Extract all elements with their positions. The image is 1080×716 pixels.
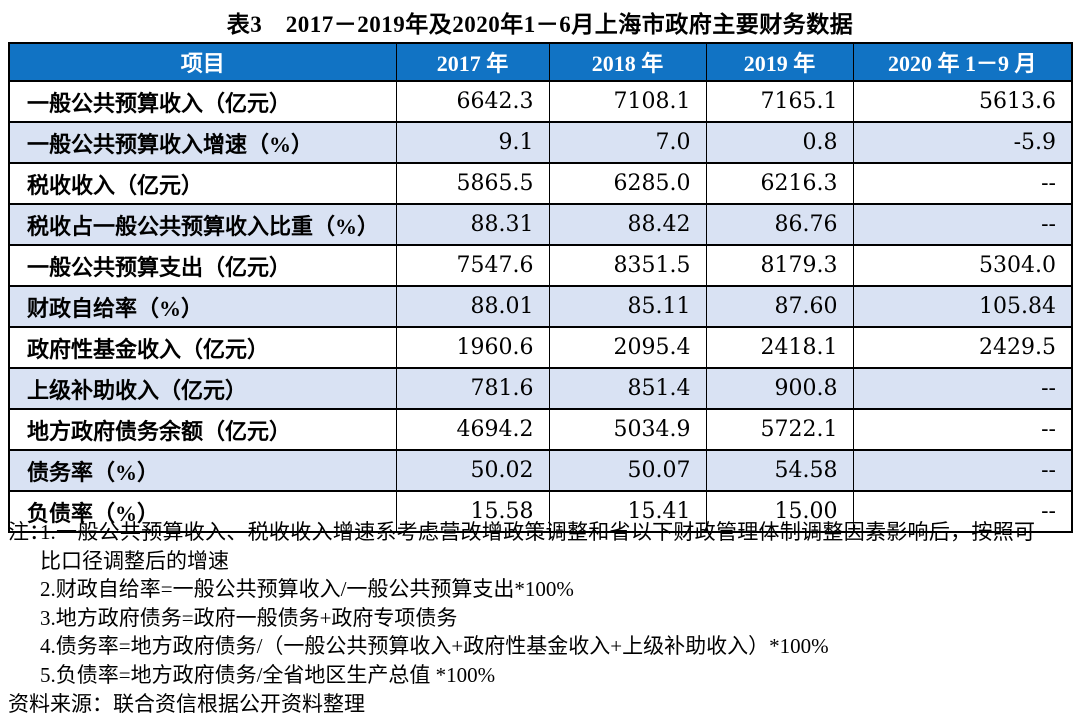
row-label: 一般公共预算收入（亿元） — [8, 80, 397, 123]
financial-data-table: 项目 2017 年 2018 年 2019 年 2020 年 1－9 月 一般公… — [8, 42, 1073, 533]
cell-value: -5.9 — [852, 121, 1073, 164]
row-label: 税收占一般公共预算收入比重（%） — [8, 203, 397, 246]
cell-value: 2429.5 — [852, 326, 1073, 369]
cell-value: -- — [852, 367, 1073, 410]
table-row: 上级补助收入（亿元） 781.6 851.4 900.8 -- — [8, 367, 1073, 410]
table-row: 财政自给率（%） 88.01 85.11 87.60 105.84 — [8, 285, 1073, 328]
cell-value: 5034.9 — [548, 408, 707, 451]
header-row: 项目 2017 年 2018 年 2019 年 2020 年 1－9 月 — [8, 42, 1073, 82]
note-item-4: 4.债务率=地方政府债务/（一般公共预算收入+政府性基金收入+上级补助收入）*1… — [40, 634, 829, 659]
column-header-item: 项目 — [8, 42, 397, 82]
table-row: 负债率（%） 15.58 15.41 15.00 -- — [8, 490, 1073, 533]
cell-value: 88.31 — [395, 203, 550, 246]
row-label: 地方政府债务余额（亿元） — [8, 408, 397, 451]
cell-value: 900.8 — [705, 367, 854, 410]
cell-value: 8179.3 — [705, 244, 854, 287]
notes-body: 注： 1.一般公共预算收入、税收收入增速系考虑营改增政策调整和省以下财政管理体制… — [8, 518, 1035, 690]
row-label: 债务率（%） — [8, 449, 397, 492]
note-item-3: 3.地方政府债务=政府一般债务+政府专项债务 — [40, 605, 458, 630]
cell-value: 7547.6 — [395, 244, 550, 287]
cell-value: 7165.1 — [705, 80, 854, 123]
cell-value: 15.58 — [395, 490, 550, 533]
note-item-2: 2.财政自给率=一般公共预算收入/一般公共预算支出*100% — [40, 577, 574, 602]
footnotes: 注： 1.一般公共预算收入、税收收入增速系考虑营改增政策调整和省以下财政管理体制… — [8, 518, 1068, 716]
cell-value: 7.0 — [548, 121, 707, 164]
table-body: 一般公共预算收入（亿元） 6642.3 7108.1 7165.1 5613.6 一般公共… — [8, 80, 1073, 533]
table-row: 税收收入（亿元） 5865.5 6285.0 6216.3 -- — [8, 162, 1073, 205]
table-row: 政府性基金收入（亿元） 1960.6 2095.4 2418.1 2429.5 — [8, 326, 1073, 369]
cell-value: 2418.1 — [705, 326, 854, 369]
table-row: 一般公共预算收入增速（%） 9.1 7.0 0.8 -5.9 — [8, 121, 1073, 164]
cell-value: 50.02 — [395, 449, 550, 492]
cell-value: 88.42 — [548, 203, 707, 246]
cell-value: 6642.3 — [395, 80, 550, 123]
cell-value: 7108.1 — [548, 80, 707, 123]
cell-value: -- — [852, 162, 1073, 205]
row-label: 一般公共预算收入增速（%） — [8, 121, 397, 164]
cell-value: 1960.6 — [395, 326, 550, 369]
cell-value: 781.6 — [395, 367, 550, 410]
cell-value: 0.8 — [705, 121, 854, 164]
cell-value: 5865.5 — [395, 162, 550, 205]
table-title: 表3 2017－2019年及2020年1－6月上海市政府主要财务数据 — [226, 12, 854, 37]
column-header-2018: 2018 年 — [548, 42, 707, 82]
cell-value: 4694.2 — [395, 408, 550, 451]
column-header-2020-1-9: 2020 年 1－9 月 — [852, 42, 1073, 82]
cell-value: -- — [852, 449, 1073, 492]
table-row: 税收占一般公共预算收入比重（%） 88.31 88.42 86.76 -- — [8, 203, 1073, 246]
cell-value: 15.00 — [705, 490, 854, 533]
cell-value: 87.60 — [705, 285, 854, 328]
cell-value: 851.4 — [548, 367, 707, 410]
note-item-5: 5.负债率=地方政府债务/全省地区生产总值 *100% — [40, 662, 496, 687]
cell-value: 5722.1 — [705, 408, 854, 451]
note-item-1: 1.一般公共预算收入、税收收入增速系考虑营改增政策调整和省以下财政管理体制调整因… — [40, 520, 1035, 573]
data-source: 资料来源：联合资信根据公开资料整理 — [8, 691, 365, 716]
cell-value: -- — [852, 490, 1073, 533]
column-header-2019: 2019 年 — [705, 42, 854, 82]
cell-value: 8351.5 — [548, 244, 707, 287]
row-label: 一般公共预算支出（亿元） — [8, 244, 397, 287]
table-row: 一般公共预算支出（亿元） 7547.6 8351.5 8179.3 5304.0 — [8, 244, 1073, 287]
cell-value: 85.11 — [548, 285, 707, 328]
table-row: 地方政府债务余额（亿元） 4694.2 5034.9 5722.1 -- — [8, 408, 1073, 451]
column-header-2017: 2017 年 — [395, 42, 550, 82]
row-label: 政府性基金收入（亿元） — [8, 326, 397, 369]
row-label: 税收收入（亿元） — [8, 162, 397, 205]
notes-prefix: 注： — [8, 520, 50, 544]
row-label: 财政自给率（%） — [8, 285, 397, 328]
cell-value: -- — [852, 408, 1073, 451]
cell-value: 9.1 — [395, 121, 550, 164]
cell-value: 6285.0 — [548, 162, 707, 205]
cell-value: 2095.4 — [548, 326, 707, 369]
cell-value: 105.84 — [852, 285, 1073, 328]
cell-value: 86.76 — [705, 203, 854, 246]
table-row: 一般公共预算收入（亿元） 6642.3 7108.1 7165.1 5613.6 — [8, 80, 1073, 123]
row-label: 负债率（%） — [8, 490, 397, 533]
cell-value: 50.07 — [548, 449, 707, 492]
cell-value: 88.01 — [395, 285, 550, 328]
cell-value: -- — [852, 203, 1073, 246]
cell-value: 5613.6 — [852, 80, 1073, 123]
row-label: 上级补助收入（亿元） — [8, 367, 397, 410]
cell-value: 15.41 — [548, 490, 707, 533]
cell-value: 6216.3 — [705, 162, 854, 205]
table-header: 项目 2017 年 2018 年 2019 年 2020 年 1－9 月 — [8, 42, 1073, 82]
table-row: 债务率（%） 50.02 50.07 54.58 -- — [8, 449, 1073, 492]
cell-value: 54.58 — [705, 449, 854, 492]
cell-value: 5304.0 — [852, 244, 1073, 287]
